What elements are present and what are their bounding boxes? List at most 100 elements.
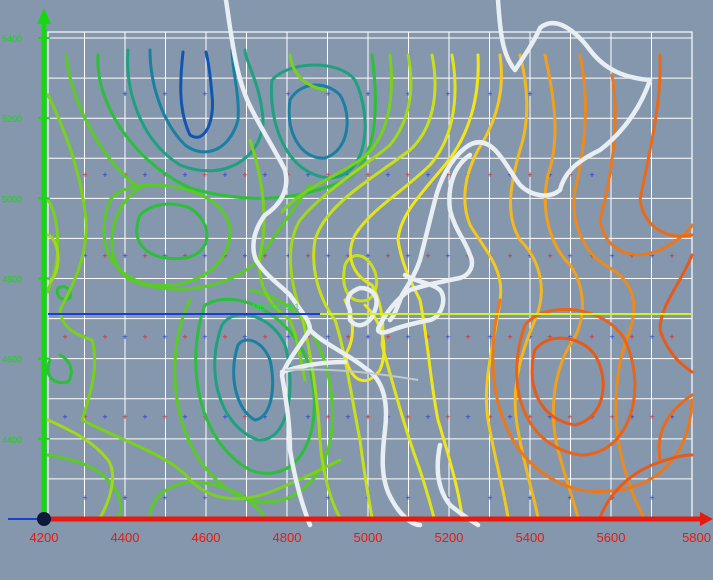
contour-o-1 <box>463 53 510 520</box>
contour-o-2 <box>509 53 543 520</box>
survey-marker: + <box>445 332 450 342</box>
boundary-west <box>223 0 313 528</box>
survey-marker: + <box>365 251 370 261</box>
survey-marker: + <box>202 89 207 99</box>
survey-marker: + <box>487 493 492 503</box>
survey-marker: + <box>405 332 410 342</box>
grid-frame <box>47 31 693 519</box>
y-tick-label: 5400 <box>2 34 22 44</box>
survey-marker: + <box>285 332 290 342</box>
x-tick-label: 5600 <box>597 530 626 545</box>
survey-marker: + <box>507 170 512 180</box>
x-axis-arrow-icon <box>700 512 713 526</box>
survey-marker: + <box>122 251 127 261</box>
x-tick-label: 4600 <box>192 530 221 545</box>
contour-green-3 <box>194 297 316 475</box>
survey-marker: + <box>527 89 532 99</box>
contour-lines <box>46 48 694 520</box>
survey-marker: + <box>82 493 87 503</box>
survey-marker: + <box>589 332 594 342</box>
well-line[interactable]: MEXCH001 <box>48 302 692 315</box>
survey-marker: + <box>222 332 227 342</box>
survey-marker: + <box>345 332 350 342</box>
survey-marker: + <box>567 170 572 180</box>
survey-marker: + <box>162 493 167 503</box>
survey-marker: + <box>182 251 187 261</box>
survey-marker: + <box>425 170 430 180</box>
survey-marker: + <box>345 251 350 261</box>
contour-o-12 <box>657 393 694 462</box>
survey-marker: + <box>82 412 87 422</box>
survey-marker: + <box>325 251 330 261</box>
survey-marker: + <box>102 251 107 261</box>
survey-marker: + <box>325 170 330 180</box>
contour-green-2 <box>135 202 209 261</box>
survey-marker: + <box>325 332 330 342</box>
survey-marker: + <box>162 251 167 261</box>
survey-marker: + <box>425 332 430 342</box>
survey-marker: + <box>487 89 492 99</box>
contour-o-9 <box>491 298 694 493</box>
survey-marker: + <box>547 170 552 180</box>
x-tick-label: 4800 <box>273 530 302 545</box>
contour-green-4 <box>46 353 73 385</box>
survey-marker: + <box>609 332 614 342</box>
contour-lime-2 <box>102 183 232 288</box>
contour-o-6 <box>638 53 694 238</box>
survey-marker: + <box>445 251 450 261</box>
x-tick-label: 5200 <box>435 530 464 545</box>
survey-marker: + <box>527 493 532 503</box>
survey-marker: + <box>507 332 512 342</box>
survey-marker: + <box>547 332 552 342</box>
survey-marker: + <box>629 412 634 422</box>
survey-marker: + <box>445 170 450 180</box>
survey-marker: + <box>405 170 410 180</box>
survey-marker: + <box>262 170 267 180</box>
y-tick-label: 5200 <box>2 114 22 124</box>
survey-marker: + <box>629 251 634 261</box>
x-tick-label: 4200 <box>30 530 59 545</box>
survey-marker: + <box>325 89 330 99</box>
y-tick-label: 4600 <box>2 355 22 365</box>
boundary-central <box>345 285 379 328</box>
survey-marker: + <box>487 332 492 342</box>
survey-marker: + <box>285 89 290 99</box>
boundary-south <box>307 327 423 528</box>
survey-marker: + <box>649 332 654 342</box>
survey-marker: + <box>527 332 532 342</box>
x-axis: 4200 4400 4600 4800 5000 5200 5400 5600 5800 <box>8 512 713 545</box>
survey-marker: + <box>242 251 247 261</box>
survey-marker: + <box>365 89 370 99</box>
survey-marker: + <box>445 493 450 503</box>
contour-y-1 <box>312 53 437 520</box>
survey-marker: + <box>527 170 532 180</box>
survey-marker: + <box>62 412 67 422</box>
survey-marker: + <box>262 412 267 422</box>
survey-marker: + <box>285 251 290 261</box>
contour-teal-2 <box>287 83 349 160</box>
survey-marker: + <box>527 251 532 261</box>
survey-marker: + <box>507 412 512 422</box>
contour-o-5 <box>598 73 694 256</box>
survey-marker: + <box>345 170 350 180</box>
survey-marker: + <box>82 251 87 261</box>
survey-marker: + <box>102 412 107 422</box>
contour-yg-3 <box>46 418 115 520</box>
boundary-inner-loop <box>375 152 475 335</box>
survey-marker: + <box>222 170 227 180</box>
contour-low-blue <box>179 50 215 139</box>
survey-line-gray <box>284 368 419 381</box>
survey-marker: + <box>405 89 410 99</box>
survey-marker: + <box>162 332 167 342</box>
survey-marker: + <box>425 251 430 261</box>
y-tick-label: 4800 <box>2 275 22 285</box>
contour-lg-4 <box>288 53 327 92</box>
survey-marker: + <box>242 170 247 180</box>
survey-marker: + <box>222 251 227 261</box>
survey-marker: + <box>202 332 207 342</box>
survey-marker: + <box>465 412 470 422</box>
survey-marker: + <box>567 493 572 503</box>
y-tick-label: 5000 <box>2 194 22 204</box>
